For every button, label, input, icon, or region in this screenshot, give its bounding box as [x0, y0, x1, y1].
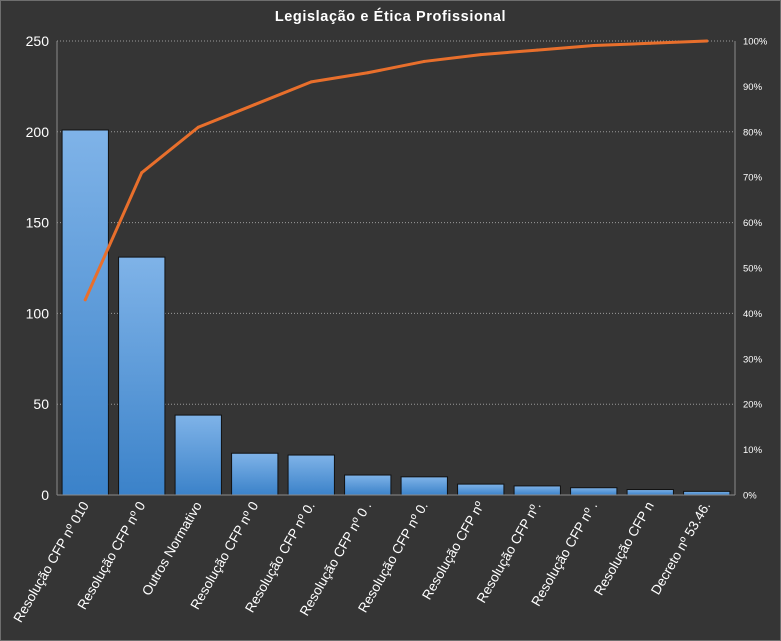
bar [118, 256, 166, 496]
bar [626, 489, 674, 496]
bar [513, 485, 561, 496]
x-tick-label: Resolução CFP nº . [528, 499, 600, 609]
y2-tick-label: 90% [743, 82, 763, 93]
bar-series [61, 129, 731, 496]
y2-tick-label: 20% [743, 400, 763, 411]
cumulative-line-series [83, 39, 709, 302]
line-point [422, 59, 426, 63]
cumulative-line [83, 39, 709, 302]
y2-tick-label: 100% [743, 37, 768, 48]
bar [570, 487, 618, 496]
y-tick-label: 100 [26, 305, 50, 321]
bar [61, 129, 109, 496]
bar [287, 454, 335, 496]
chart-title: Legislação e Ética Profissional [274, 9, 507, 25]
x-tick-label: Resolução CFP n [591, 499, 657, 598]
y-tick-label: 50 [33, 396, 49, 412]
y-tick-label: 200 [26, 124, 50, 140]
line-point [309, 80, 313, 84]
y2-tick-label: 70% [743, 173, 763, 184]
line-point [140, 171, 144, 175]
y2-tick-label: 60% [743, 218, 763, 229]
bar [457, 483, 505, 496]
line-point [592, 44, 596, 48]
line-point [83, 298, 87, 302]
x-tick-label: Resolução CFP nº [419, 499, 487, 602]
x-tick-label: Outros Normativo [139, 499, 205, 598]
line-point [479, 53, 483, 57]
line-point [535, 48, 539, 52]
bar [344, 474, 392, 496]
line-point [648, 41, 652, 45]
y2-tick-label: 40% [743, 309, 763, 320]
line-point [366, 71, 370, 75]
grid-lines [57, 40, 735, 405]
y-tick-label: 0 [41, 487, 49, 503]
y2-tick-label: 0% [743, 491, 757, 502]
y2-tick-label: 30% [743, 354, 763, 365]
x-tick-label: Resolução CFP nº. [474, 499, 544, 605]
y2-tick-label: 50% [743, 264, 763, 275]
y-tick-label: 150 [26, 215, 50, 231]
bar [231, 452, 279, 496]
y2-tick-label: 80% [743, 127, 763, 138]
y-tick-label: 250 [26, 33, 50, 49]
line-point [196, 125, 200, 129]
y2-tick-label: 10% [743, 445, 763, 456]
line-point [705, 39, 709, 43]
bar [174, 414, 222, 496]
line-point [253, 103, 257, 107]
bar [683, 490, 731, 496]
x-tick-label: Decreto nº 53.46. [648, 499, 713, 597]
bar [400, 476, 448, 496]
